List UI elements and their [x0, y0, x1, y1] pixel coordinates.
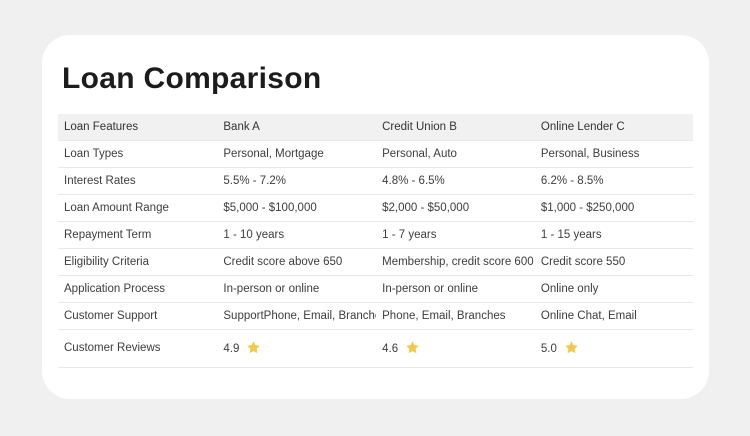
cell-value: 4.9: [217, 329, 377, 368]
feature-label: Loan Amount Range: [58, 194, 218, 222]
cell-text: Personal, Business: [540, 148, 640, 160]
cell-value: In-person or online: [376, 275, 535, 303]
table-row: Loan Types Personal, Mortgage Personal, …: [58, 140, 693, 168]
cell-text: Phone, Email, Branches: [382, 310, 506, 322]
cell-value: 4.6: [376, 329, 535, 368]
feature-label: Interest Rates: [58, 167, 218, 195]
cell-text: Online only: [540, 283, 599, 295]
column-header-online-lender-c: Online Lender C: [534, 114, 693, 141]
cell-text: Personal, Auto: [382, 148, 457, 160]
cell-value: $5,000 - $100,000: [217, 194, 377, 222]
column-header-loan-features: Loan Features: [58, 114, 218, 141]
table-body: Loan Types Personal, Mortgage Personal, …: [58, 140, 693, 368]
star-icon: [247, 341, 261, 354]
cell-value: 1 - 7 years: [376, 221, 535, 249]
cell-text: 1 - 15 years: [540, 229, 602, 241]
star-icon: [406, 341, 419, 354]
cell-value: Phone, Email, Branches: [376, 302, 535, 330]
cell-value: Online Chat, Email: [534, 302, 693, 330]
cell-text: $1,000 - $250,000: [540, 202, 635, 214]
feature-label: Eligibility Criteria: [58, 248, 218, 276]
loan-comparison-card: Loan Comparison Loan Features Bank A Cre…: [42, 35, 709, 399]
cell-value: Online only: [534, 275, 693, 303]
cell-text: 5.0: [540, 343, 557, 355]
cell-value: Credit score above 650: [217, 248, 377, 276]
table-container: Loan Features Bank A Credit Union B Onli…: [58, 114, 693, 368]
table-row: Interest Rates 5.5% - 7.2% 4.8% - 6.5% 6…: [58, 167, 693, 195]
feature-label: Customer Support: [58, 302, 218, 330]
cell-value: 4.8% - 6.5%: [376, 167, 535, 195]
table-row: Customer Reviews 4.9 4.6 5.0: [58, 329, 693, 368]
loan-comparison-table: Loan Features Bank A Credit Union B Onli…: [58, 114, 693, 368]
cell-text: 4.6: [382, 343, 399, 355]
cell-value: Credit score 550: [534, 248, 693, 276]
cell-text: $5,000 - $100,000: [223, 202, 317, 214]
table-row: Eligibility Criteria Credit score above …: [58, 248, 693, 276]
cell-value: 1 - 10 years: [217, 221, 377, 249]
column-header-bank-a: Bank A: [217, 114, 377, 141]
cell-text: In-person or online: [223, 283, 320, 295]
table-row: Application Process In-person or online …: [58, 275, 693, 303]
cell-text: 1 - 7 years: [382, 229, 437, 241]
star-icon: [565, 341, 578, 354]
cell-text: 6.2% - 8.5%: [540, 175, 604, 187]
cell-value: 6.2% - 8.5%: [534, 167, 693, 195]
column-header-credit-union-b: Credit Union B: [376, 114, 535, 141]
table-row: Loan Amount Range $5,000 - $100,000 $2,0…: [58, 194, 693, 222]
cell-text: $2,000 - $50,000: [382, 202, 470, 214]
cell-text: In-person or online: [382, 283, 479, 295]
cell-value: $2,000 - $50,000: [376, 194, 535, 222]
cell-text: Credit score above 650: [223, 256, 343, 268]
table-header-row: Loan Features Bank A Credit Union B Onli…: [58, 114, 693, 141]
cell-value: SupportPhone, Email, Branches: [217, 302, 377, 330]
cell-text: Credit score 550: [540, 256, 626, 268]
cell-text: 5.5% - 7.2%: [223, 175, 287, 187]
cell-value: In-person or online: [217, 275, 377, 303]
cell-value: 5.0: [534, 329, 693, 368]
page-title: Loan Comparison: [62, 62, 322, 95]
feature-label: Application Process: [58, 275, 218, 303]
cell-value: Personal, Auto: [376, 140, 535, 168]
cell-text: SupportPhone, Email, Branches: [223, 310, 377, 322]
cell-text: 4.9: [223, 343, 240, 355]
cell-value: Membership, credit score 600: [376, 248, 535, 276]
feature-label: Repayment Term: [58, 221, 218, 249]
feature-label: Customer Reviews: [58, 329, 218, 368]
cell-value: 1 - 15 years: [534, 221, 693, 249]
cell-text: Membership, credit score 600: [382, 256, 534, 268]
feature-label: Loan Types: [58, 140, 218, 168]
table-row: Customer Support SupportPhone, Email, Br…: [58, 302, 693, 330]
cell-text: 4.8% - 6.5%: [382, 175, 445, 187]
cell-value: Personal, Mortgage: [217, 140, 377, 168]
cell-text: Online Chat, Email: [540, 310, 637, 322]
table-row: Repayment Term 1 - 10 years 1 - 7 years …: [58, 221, 693, 249]
cell-value: Personal, Business: [534, 140, 693, 168]
cell-value: 5.5% - 7.2%: [217, 167, 377, 195]
cell-text: 1 - 10 years: [223, 229, 285, 241]
cell-text: Personal, Mortgage: [223, 148, 324, 160]
cell-value: $1,000 - $250,000: [534, 194, 693, 222]
